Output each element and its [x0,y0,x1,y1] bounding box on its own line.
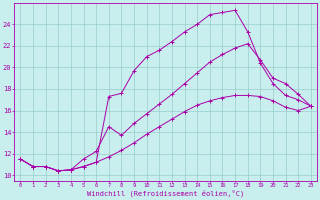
X-axis label: Windchill (Refroidissement éolien,°C): Windchill (Refroidissement éolien,°C) [87,190,244,197]
